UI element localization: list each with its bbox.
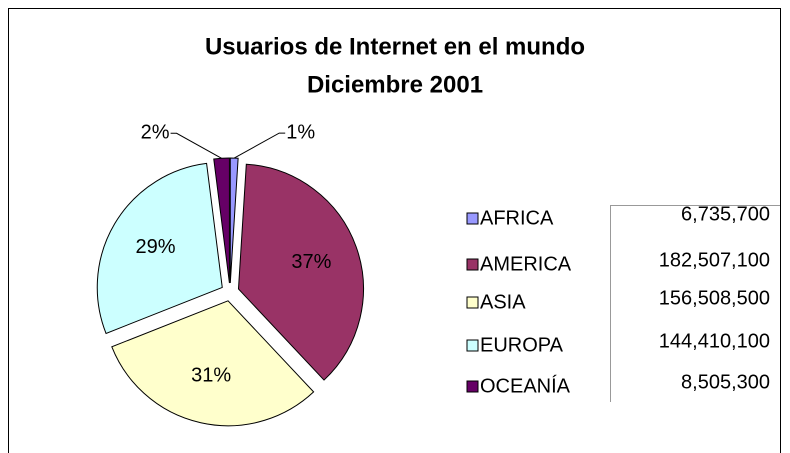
- slice-label: 37%: [291, 251, 331, 273]
- legend-label: OCEANÍA: [480, 374, 571, 397]
- leader-line: [170, 132, 222, 159]
- chart-subtitle: Diciembre 2001: [307, 71, 483, 98]
- legend-label: EUROPA: [480, 334, 564, 356]
- legend-label: AMERICA: [480, 253, 572, 275]
- slice-label: 2%: [141, 122, 170, 144]
- table-value: 144,410,100: [659, 330, 770, 352]
- slice-label: 31%: [191, 365, 231, 387]
- legend-swatch: [466, 212, 479, 225]
- slice-label: 1%: [286, 121, 315, 143]
- legend-swatch: [466, 296, 479, 309]
- table-value: 156,508,500: [659, 287, 770, 309]
- legend-swatch: [466, 380, 479, 393]
- leader-line: [233, 132, 286, 159]
- legend-swatch: [466, 258, 479, 271]
- chart-title: Usuarios de Internet en el mundo: [205, 33, 585, 60]
- legend-label: AFRICA: [480, 207, 554, 229]
- legend-label: ASIA: [480, 291, 526, 313]
- legend-swatch: [466, 339, 479, 352]
- table-value: 6,735,700: [681, 203, 770, 225]
- pie-slice: [111, 300, 315, 427]
- table-value: 182,507,100: [659, 249, 770, 271]
- slice-label: 29%: [136, 236, 176, 258]
- table-value: 8,505,300: [681, 371, 770, 393]
- pie-slice: [237, 163, 364, 381]
- pie-slice: [96, 162, 223, 335]
